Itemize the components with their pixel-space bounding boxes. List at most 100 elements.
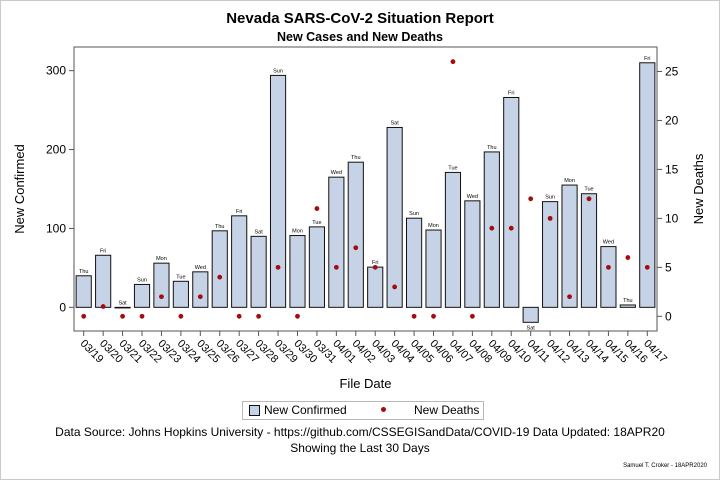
death-marker [411, 313, 417, 319]
bar-weekday-label: Sun [137, 277, 147, 283]
bar-weekday-label: Fri [508, 90, 514, 96]
death-marker [314, 206, 320, 211]
bar-new-confirmed [367, 266, 384, 308]
death-marker [236, 313, 242, 319]
death-marker [100, 304, 106, 309]
bar-weekday-label: Sun [409, 211, 419, 217]
bar-new-confirmed [600, 246, 617, 308]
bar-weekday-label: Sat [527, 325, 536, 331]
y2-tick-label: 25 [665, 64, 679, 78]
legend-confirmed-label: New Confirmed [264, 403, 347, 417]
legend: New Confirmed New Deaths [242, 401, 484, 420]
bar-new-confirmed [425, 229, 442, 308]
bar-new-confirmed [269, 74, 287, 308]
y-axis-title: New Confirmed [12, 144, 27, 234]
bar-new-confirmed [542, 201, 559, 308]
bar-weekday-label: Wed [467, 194, 478, 200]
y-tick-label: 100 [46, 221, 66, 235]
bar-new-confirmed [444, 171, 462, 308]
bar-weekday-label: Mon [428, 223, 439, 229]
bar-weekday-label: Fri [236, 209, 242, 215]
death-marker [625, 255, 631, 260]
y2-tick-label: 20 [665, 113, 679, 127]
death-marker [197, 294, 203, 300]
bar-weekday-label: Wed [331, 170, 342, 176]
bar-new-confirmed [172, 280, 189, 308]
bar-new-confirmed [308, 226, 325, 308]
death-marker [644, 264, 650, 270]
bar-new-confirmed [328, 176, 345, 308]
death-marker [392, 284, 398, 290]
bar-weekday-label: Tue [448, 165, 457, 171]
bar-weekday-label: Wed [603, 240, 614, 246]
y-tick-label: 300 [46, 64, 66, 78]
death-marker [372, 264, 378, 270]
death-marker [586, 196, 592, 202]
death-marker [295, 313, 300, 319]
chart-subtitle: New Cases and New Deaths [276, 30, 444, 44]
plot-frame [73, 46, 658, 332]
death-marker [547, 215, 553, 221]
bar-new-confirmed [211, 230, 228, 308]
death-marker [606, 264, 611, 270]
legend-bar-swatch [249, 405, 260, 416]
y2-tick-label: 15 [665, 162, 679, 176]
bar-weekday-label: Mon [156, 256, 167, 262]
data-source-note: Data Source: Johns Hopkins University - … [55, 425, 665, 439]
bar-new-confirmed [406, 217, 423, 308]
bar-weekday-label: Sun [545, 195, 555, 201]
bar-weekday-label: Wed [195, 265, 206, 271]
bar-new-confirmed [639, 62, 656, 308]
bar-weekday-label: Tue [312, 220, 321, 226]
bar-weekday-label: Thu [215, 224, 224, 230]
death-marker [159, 294, 164, 300]
death-marker [217, 274, 223, 280]
death-marker [469, 313, 475, 319]
bar-weekday-label: Fri [644, 56, 650, 62]
bar-new-confirmed [561, 184, 578, 308]
death-marker [333, 264, 339, 270]
bar-new-confirmed [114, 306, 131, 309]
x-axis-title: File Date [339, 376, 391, 391]
death-marker [489, 225, 495, 231]
bar-new-confirmed [464, 200, 481, 308]
legend-death-marker [381, 407, 386, 412]
bar-weekday-label: Fri [100, 248, 106, 254]
y2-tick-label: 10 [665, 211, 679, 225]
legend-deaths-label: New Deaths [414, 403, 480, 417]
bar-weekday-label: Tue [584, 187, 593, 193]
y2-tick-label: 5 [665, 260, 672, 274]
death-marker [81, 313, 87, 319]
death-marker [120, 313, 125, 319]
bar-weekday-label: Mon [564, 178, 575, 184]
death-marker [139, 313, 145, 319]
bar-weekday-label: Sat [391, 120, 400, 126]
death-marker [178, 313, 184, 319]
bar-new-confirmed [619, 304, 636, 308]
bar-weekday-label: Sat [118, 300, 127, 306]
bar-new-confirmed [289, 235, 306, 308]
y-tick-label: 0 [59, 300, 66, 314]
date-range-note: Showing the Last 30 Days [290, 441, 430, 455]
bar-weekday-label: Thu [351, 155, 360, 161]
bar-new-confirmed [522, 306, 539, 323]
bar-new-confirmed [153, 262, 170, 308]
bar-new-confirmed [386, 126, 403, 308]
y-tick-label: 200 [46, 143, 66, 157]
bar-weekday-label: Mon [292, 229, 303, 235]
bar-weekday-label: Sun [273, 68, 283, 74]
death-marker [353, 245, 359, 251]
death-marker [431, 313, 436, 319]
chart-area: Thu Fri Sat Sun Mon Tue Wed Thu Fri Sat Sun Mon Tue W… [12, 46, 706, 391]
death-marker [450, 59, 456, 65]
death-marker [567, 294, 572, 300]
bar-new-confirmed [192, 271, 209, 308]
bar-weekday-label: Fri [372, 260, 378, 266]
bar-new-confirmed [231, 215, 248, 308]
bar-new-confirmed [347, 161, 364, 308]
bar-weekday-label: Thu [623, 298, 632, 304]
author-credit: Samuel T. Croker - 18APR2020 [623, 463, 707, 469]
bar-new-confirmed [580, 193, 598, 308]
y2-tick-label: 0 [665, 309, 672, 323]
bar-weekday-label: Sat [254, 229, 263, 235]
